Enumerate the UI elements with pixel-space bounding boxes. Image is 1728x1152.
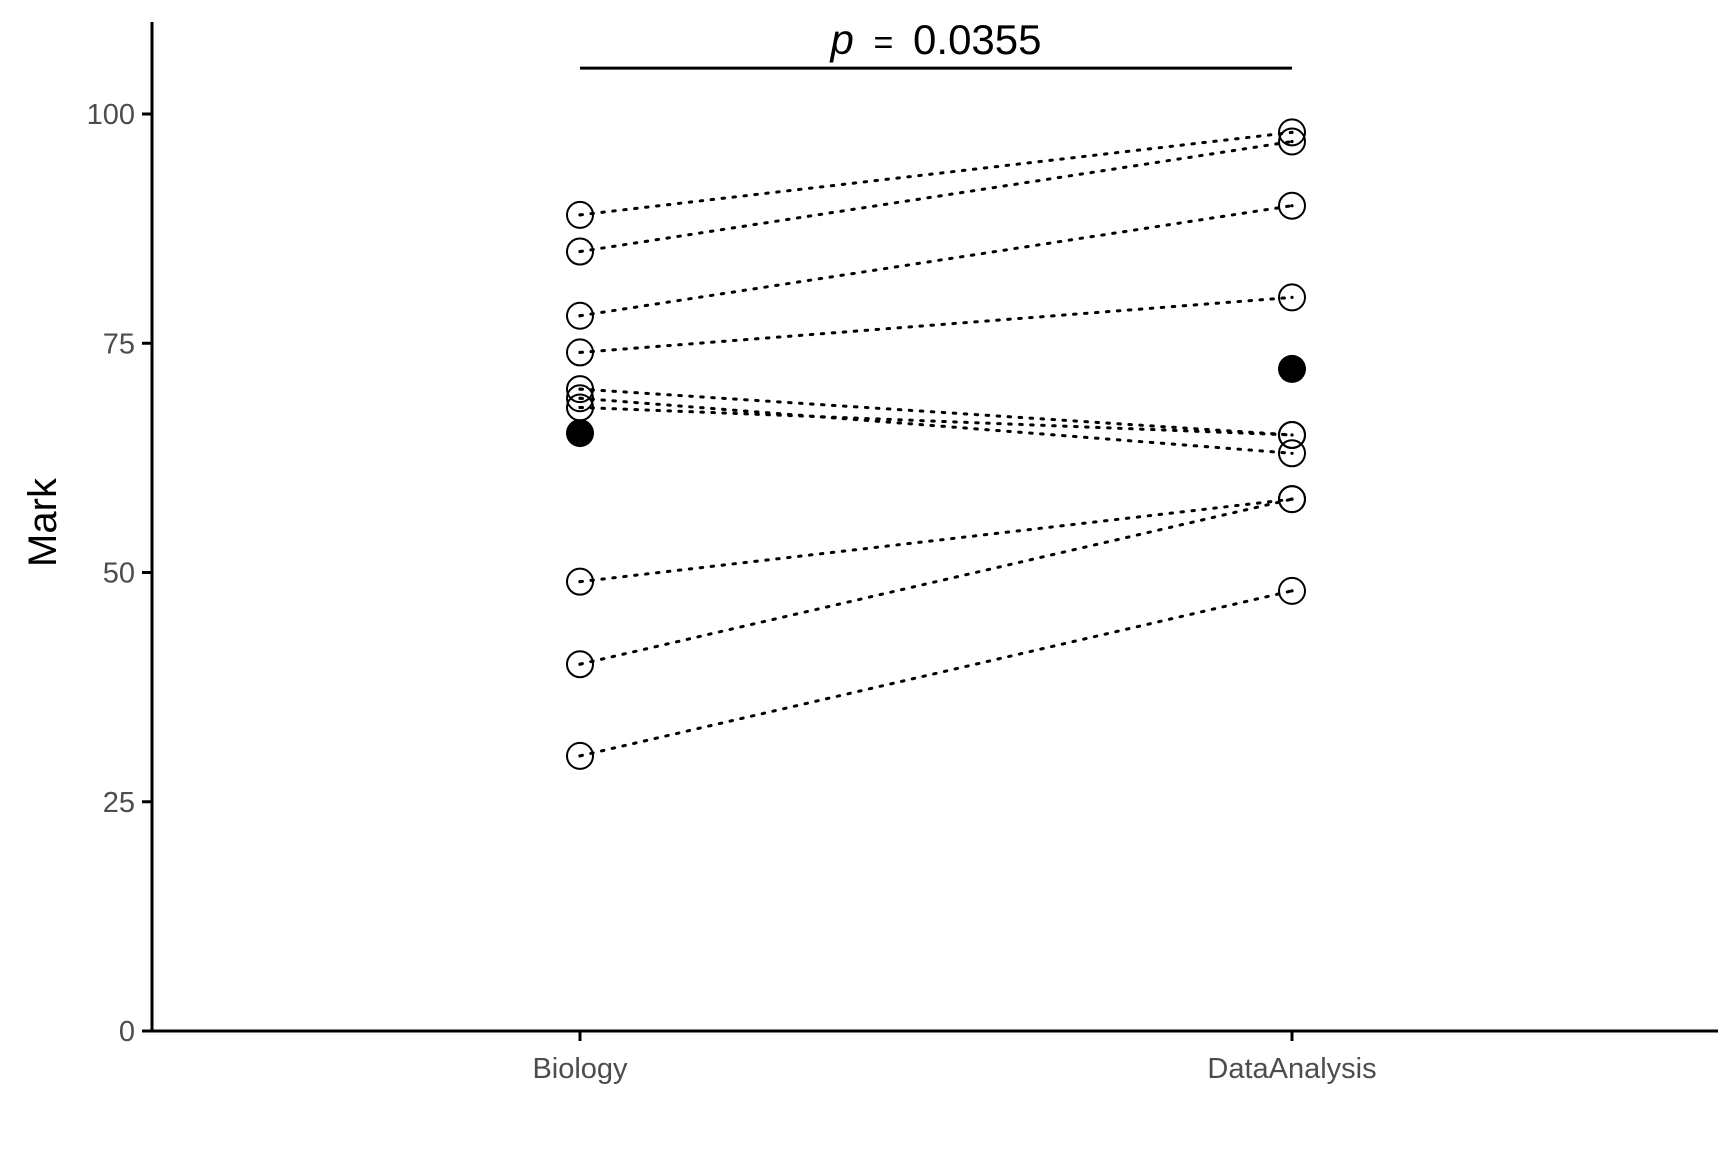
pair-line [578, 396, 1294, 455]
data-points [566, 118, 1306, 770]
point-center-biology [578, 405, 582, 410]
x-tick-label: Biology [532, 1053, 628, 1085]
point-center-biology [578, 350, 582, 355]
point-center-biology [578, 396, 582, 400]
point-center-dataanalysis [1290, 204, 1294, 208]
mean-point-dataanalysis [1278, 354, 1306, 383]
point-biology [566, 741, 594, 770]
point-dataanalysis [1278, 127, 1306, 156]
point-center-dataanalysis [1290, 130, 1294, 134]
point-center-dataanalysis [1290, 589, 1294, 593]
point-center-biology [578, 387, 582, 391]
point-biology [566, 237, 594, 266]
pair-line [578, 589, 1294, 758]
pair-line [578, 295, 1294, 354]
point-biology [566, 650, 594, 679]
y-tick-label: 25 [103, 787, 135, 819]
mean-point-biology [566, 419, 594, 448]
p-value-label: p = 0.0355 [828, 16, 1041, 63]
axes [150, 22, 1718, 1033]
point-dataanalysis [1278, 576, 1306, 605]
pair-line [578, 497, 1294, 666]
point-biology [566, 200, 594, 229]
point-center-biology [578, 754, 582, 758]
y-tick-label: 75 [103, 328, 135, 360]
point-center-biology [578, 314, 582, 318]
mean-points [566, 354, 1306, 448]
y-tick-label: 0 [119, 1016, 135, 1048]
point-center-dataanalysis [1290, 497, 1294, 501]
p-symbol: p [828, 16, 853, 63]
point-dataanalysis [1278, 118, 1306, 147]
significance-annotation: p = 0.0355 [580, 16, 1292, 70]
point-center-biology [578, 249, 582, 254]
point-biology [566, 301, 594, 330]
x-ticks: Biology DataAnalysis [532, 1031, 1377, 1085]
point-center-dataanalysis [1290, 295, 1294, 299]
y-axis-title: Mark [21, 477, 65, 567]
pair-line [578, 497, 1294, 584]
point-dataanalysis [1278, 485, 1306, 514]
p-equals: = [874, 24, 894, 62]
point-center-biology [578, 662, 582, 666]
point-biology [566, 338, 594, 367]
pair-lines [578, 130, 1294, 758]
y-ticks: 0 25 50 75 100 [87, 99, 152, 1048]
x-tick-label: DataAnalysis [1207, 1053, 1376, 1085]
pair-line [578, 405, 1294, 437]
point-center-dataanalysis [1290, 139, 1294, 144]
point-biology [566, 384, 594, 413]
pair-line [578, 140, 1294, 254]
point-center-dataanalysis [1290, 451, 1294, 455]
point-dataanalysis [1278, 283, 1306, 312]
point-dataanalysis [1278, 439, 1306, 468]
y-tick-label: 100 [87, 99, 135, 131]
point-center-biology [578, 580, 582, 584]
p-value: 0.0355 [913, 16, 1041, 63]
point-dataanalysis [1278, 191, 1306, 220]
pair-line [578, 204, 1294, 318]
pair-line [578, 387, 1294, 437]
point-center-biology [578, 213, 582, 217]
point-biology [566, 375, 594, 404]
point-center-dataanalysis [1290, 433, 1294, 437]
y-tick-label: 50 [103, 558, 135, 590]
pair-line [578, 130, 1294, 217]
point-dataanalysis [1278, 420, 1306, 449]
point-biology [566, 567, 594, 596]
